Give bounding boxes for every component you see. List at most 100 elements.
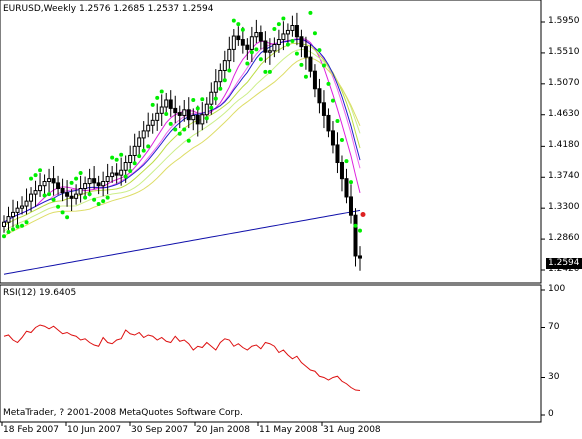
- candle-body: [74, 193, 79, 199]
- price-tick-label: 1.3740: [548, 171, 580, 182]
- parabolic-sar-dots: [2, 10, 366, 239]
- candle-body: [267, 50, 272, 53]
- candle-body: [353, 214, 358, 257]
- candle-body: [20, 205, 25, 209]
- candle-body: [330, 130, 335, 146]
- long-term-average-line: [3, 209, 361, 275]
- sar-dot: [276, 22, 281, 27]
- rsi-header: RSI(12) 19.6405: [3, 288, 77, 298]
- candle-body: [195, 114, 200, 125]
- sar-dot: [258, 57, 263, 62]
- rsi-tick-label: 0: [548, 409, 554, 419]
- sar-dot: [105, 195, 110, 200]
- sar-dot: [348, 180, 353, 185]
- sar-dot: [56, 204, 61, 209]
- price-axis-ticks: [541, 21, 545, 271]
- candle-body: [236, 35, 241, 41]
- candle-body: [38, 185, 43, 192]
- candle-body: [92, 178, 97, 184]
- sar-dot: [11, 227, 16, 232]
- sar-dot: [15, 224, 20, 229]
- sar-dot: [317, 48, 322, 53]
- candle-body: [317, 88, 322, 104]
- sar-dot: [191, 97, 196, 102]
- sar-dot: [263, 69, 268, 74]
- sar-dot: [245, 61, 250, 66]
- candle-body: [276, 39, 281, 45]
- sar-dot: [267, 69, 272, 74]
- candle-body: [272, 43, 277, 52]
- price-tick-label: 1.2420: [548, 264, 580, 274]
- sar-dot: [326, 81, 331, 86]
- sar-dot: [24, 220, 29, 225]
- candle-body: [128, 154, 133, 164]
- sar-dot: [231, 18, 236, 23]
- candle-body: [204, 103, 209, 116]
- sar-dot: [137, 154, 142, 159]
- sar-dot: [6, 230, 11, 235]
- sar-dot: [254, 47, 259, 52]
- sar-dot: [65, 215, 70, 220]
- candle-body: [69, 195, 74, 199]
- candle-body: [65, 192, 70, 197]
- sar-dot: [213, 96, 218, 101]
- sar-dot: [227, 68, 232, 73]
- symbol-header: EURUSD,Weekly 1.2576 1.2685 1.2537 1.259…: [3, 4, 214, 14]
- candle-body: [101, 180, 106, 187]
- candle-body: [263, 40, 268, 53]
- sar-dot: [51, 197, 56, 202]
- sar-dot: [164, 112, 169, 117]
- sar-dot: [168, 121, 173, 126]
- candle-body: [326, 114, 331, 132]
- sar-dot: [209, 105, 214, 110]
- candle-body: [173, 107, 178, 114]
- candle-body: [141, 130, 146, 139]
- candle-body: [87, 178, 92, 185]
- price-tick-label: 1.5950: [548, 16, 580, 26]
- candle-body: [182, 109, 187, 116]
- sar-dot: [222, 78, 227, 83]
- sar-dot: [2, 234, 6, 239]
- rsi-panel-frame: [0, 284, 542, 423]
- candle-body: [83, 183, 88, 190]
- candle-body: [213, 81, 218, 93]
- sar-dot: [29, 176, 34, 181]
- sar-dot: [146, 144, 151, 149]
- candle-body: [150, 119, 155, 126]
- candle-body: [222, 60, 227, 71]
- sar-dot: [358, 228, 362, 233]
- candle-body: [249, 36, 254, 50]
- candle-body: [146, 124, 151, 132]
- candle-body: [29, 193, 34, 202]
- candle-body: [358, 255, 362, 259]
- sar-dot: [281, 16, 286, 21]
- candle-body: [119, 169, 124, 176]
- rsi-line: [3, 324, 361, 391]
- rsi-axis-ticks: [541, 289, 545, 416]
- sar-dot: [186, 138, 191, 143]
- candle-body: [132, 145, 137, 156]
- rsi-tick-label: 70: [548, 321, 560, 332]
- price-tick-label: 1.4180: [548, 140, 580, 151]
- rsi-tick-label: 30: [548, 371, 560, 382]
- candle-body: [285, 29, 290, 35]
- sar-dot: [299, 62, 304, 67]
- price-tick-label: 1.2860: [548, 233, 580, 244]
- sar-dot: [114, 157, 119, 162]
- candle-body: [96, 182, 101, 187]
- sar-dot: [159, 89, 164, 94]
- candle-body: [177, 112, 182, 116]
- candle-body: [33, 190, 38, 195]
- candle-body: [339, 162, 344, 180]
- candle-body: [114, 172, 119, 176]
- candle-body: [218, 69, 223, 83]
- sar-dot: [101, 199, 106, 204]
- main-chart-frame: [0, 0, 542, 284]
- candle-body: [308, 56, 313, 72]
- candle-body: [281, 33, 286, 41]
- sar-dot: [78, 171, 83, 176]
- sar-reversal-dot: [360, 211, 366, 217]
- candle-body: [6, 216, 11, 223]
- sar-dot: [272, 27, 277, 32]
